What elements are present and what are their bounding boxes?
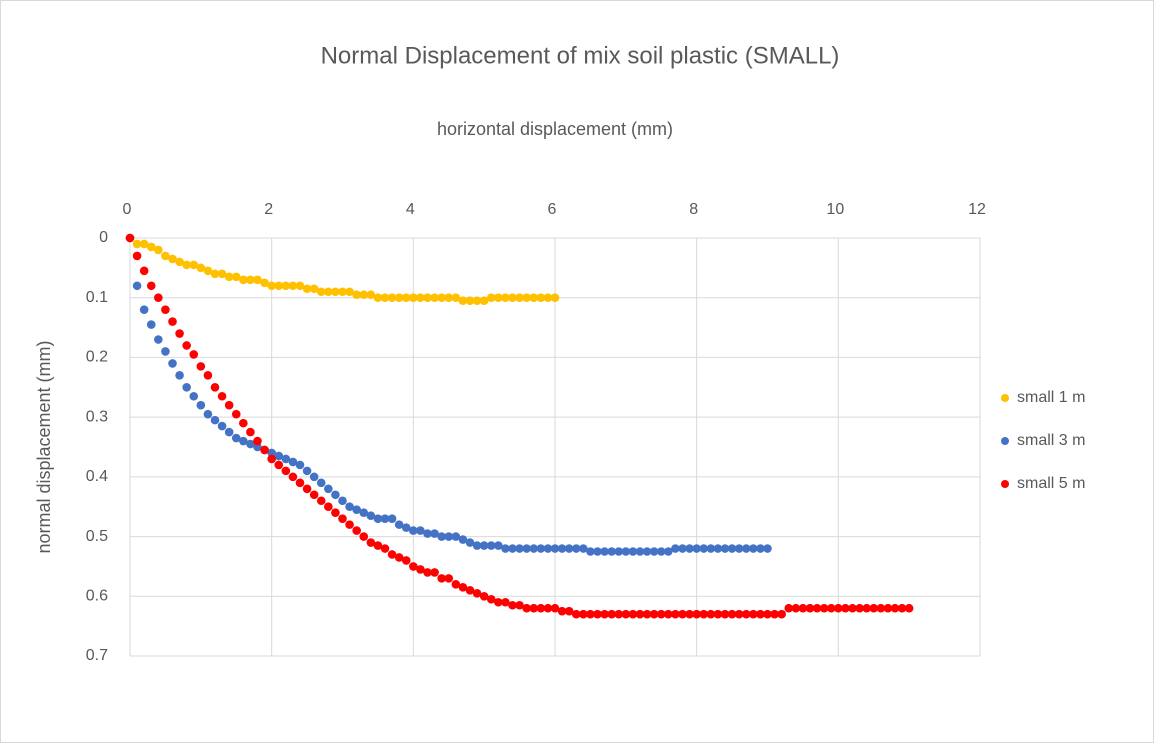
data-point bbox=[430, 568, 439, 577]
data-point bbox=[133, 281, 142, 290]
data-point bbox=[126, 234, 135, 243]
data-point bbox=[197, 362, 206, 371]
data-point bbox=[388, 514, 397, 523]
data-point bbox=[310, 473, 319, 482]
data-point bbox=[260, 446, 269, 455]
data-point bbox=[225, 401, 234, 410]
data-point bbox=[317, 496, 326, 505]
data-point bbox=[345, 520, 354, 529]
chart: Normal Displacement of mix soil plastic … bbox=[0, 0, 1154, 743]
y-tick-label: 0.4 bbox=[86, 468, 108, 485]
x-tick-label: 6 bbox=[548, 201, 557, 218]
data-point bbox=[253, 437, 262, 446]
data-point bbox=[338, 514, 347, 523]
data-point bbox=[133, 252, 142, 261]
data-point bbox=[189, 350, 198, 359]
x-tick-label: 4 bbox=[406, 201, 415, 218]
x-tick-label: 10 bbox=[826, 201, 844, 218]
y-tick-label: 0.2 bbox=[86, 349, 108, 366]
data-point bbox=[381, 544, 390, 553]
y-tick-label: 0 bbox=[99, 229, 108, 246]
data-point bbox=[331, 490, 340, 499]
legend-label: small 3 m bbox=[1017, 432, 1085, 449]
data-point bbox=[246, 428, 255, 437]
data-point bbox=[359, 532, 368, 541]
data-point bbox=[296, 479, 305, 488]
data-point bbox=[211, 416, 220, 425]
y-tick-label: 0.7 bbox=[86, 647, 108, 664]
data-point bbox=[189, 392, 198, 401]
data-point bbox=[197, 401, 206, 410]
data-point bbox=[147, 281, 156, 290]
data-point bbox=[402, 556, 411, 565]
y-tick-label: 0.1 bbox=[86, 289, 108, 306]
data-point bbox=[763, 544, 772, 553]
data-point bbox=[225, 428, 234, 437]
data-point bbox=[324, 502, 333, 511]
data-point bbox=[182, 341, 191, 350]
legend-label: small 5 m bbox=[1017, 475, 1085, 492]
data-point bbox=[551, 293, 560, 302]
data-point bbox=[175, 329, 184, 338]
data-point bbox=[218, 422, 227, 431]
data-point bbox=[218, 392, 227, 401]
data-point bbox=[905, 604, 914, 613]
x-tick-label: 8 bbox=[689, 201, 698, 218]
data-point bbox=[140, 267, 149, 276]
data-point bbox=[296, 461, 305, 470]
legend-marker bbox=[1001, 480, 1009, 488]
data-point bbox=[267, 455, 276, 464]
data-point bbox=[303, 467, 312, 476]
x-axis-title: horizontal displacement (mm) bbox=[437, 119, 673, 139]
legend-label: small 1 m bbox=[1017, 389, 1085, 406]
data-point bbox=[282, 467, 291, 476]
data-point bbox=[274, 461, 283, 470]
x-tick-label: 12 bbox=[968, 201, 986, 218]
y-tick-label: 0.6 bbox=[86, 588, 108, 605]
data-point bbox=[204, 410, 213, 419]
data-point bbox=[168, 359, 177, 368]
data-point bbox=[352, 526, 361, 535]
legend-marker bbox=[1001, 437, 1009, 445]
y-tick-label: 0.3 bbox=[86, 408, 108, 425]
data-point bbox=[211, 383, 220, 392]
y-tick-label: 0.5 bbox=[86, 528, 108, 545]
data-point bbox=[154, 335, 163, 344]
chart-frame bbox=[1, 1, 1154, 743]
data-point bbox=[232, 410, 241, 419]
data-point bbox=[303, 485, 312, 494]
data-point bbox=[182, 383, 191, 392]
data-point bbox=[777, 610, 786, 619]
data-point bbox=[147, 320, 156, 329]
legend-marker bbox=[1001, 394, 1009, 402]
data-point bbox=[161, 305, 170, 314]
data-point bbox=[161, 347, 170, 356]
data-point bbox=[175, 371, 184, 380]
chart-title: Normal Displacement of mix soil plastic … bbox=[321, 42, 840, 69]
y-axis-title: normal displacement (mm) bbox=[34, 340, 54, 553]
data-point bbox=[317, 479, 326, 488]
data-point bbox=[154, 293, 163, 302]
data-point bbox=[444, 574, 453, 583]
data-point bbox=[140, 305, 149, 314]
data-point bbox=[331, 508, 340, 517]
data-point bbox=[204, 371, 213, 380]
data-point bbox=[310, 490, 319, 499]
data-point bbox=[324, 485, 333, 494]
data-point bbox=[239, 419, 248, 428]
page: Normal Displacement of mix soil plastic … bbox=[0, 0, 1154, 743]
data-point bbox=[289, 473, 298, 482]
data-point bbox=[154, 246, 163, 255]
x-tick-label: 0 bbox=[123, 201, 132, 218]
data-point bbox=[168, 317, 177, 326]
data-point bbox=[338, 496, 347, 505]
x-tick-label: 2 bbox=[264, 201, 273, 218]
